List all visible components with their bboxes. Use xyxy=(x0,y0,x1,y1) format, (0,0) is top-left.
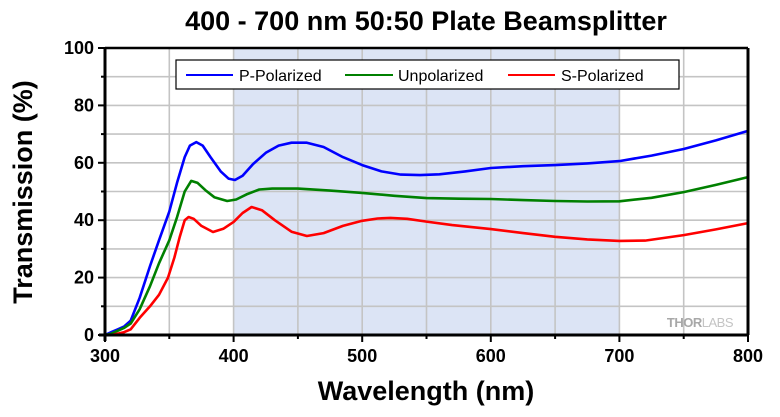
grid xyxy=(105,48,748,335)
series-layer xyxy=(104,129,749,337)
legend-label-unpolarized: Unpolarized xyxy=(398,68,483,85)
legend-box xyxy=(175,59,680,90)
series-line-s-polarized xyxy=(105,205,749,337)
watermark-light: LABS xyxy=(702,315,734,330)
svg-text:THORLABS: THORLABS xyxy=(667,315,734,330)
y-tick-label: 20 xyxy=(74,268,94,288)
x-tick-label: 400 xyxy=(219,346,249,366)
y-tick-label: 40 xyxy=(74,210,94,230)
x-tick-label: 500 xyxy=(347,346,377,366)
chart-title: 400 - 700 nm 50:50 Plate Beamsplitter xyxy=(185,6,667,36)
series-line-unpolarized xyxy=(104,175,749,337)
x-tick-label: 700 xyxy=(604,346,634,366)
y-tick-label: 60 xyxy=(74,153,94,173)
x-tick-label: 800 xyxy=(733,346,763,366)
y-tick-label: 0 xyxy=(84,325,94,345)
y-tick-label: 100 xyxy=(64,38,94,58)
y-axis-label: Transmission (%) xyxy=(8,80,38,304)
ticks: 300 400 500 600 700 800 0 20 40 60 80 100 xyxy=(64,38,763,366)
y-tick-label: 80 xyxy=(74,95,94,115)
thorlabs-watermark: THORLABS xyxy=(667,315,734,330)
legend-label-s-polarized: S-Polarized xyxy=(561,68,644,85)
x-tick-label: 600 xyxy=(476,346,506,366)
legend: P-Polarized Unpolarized S-Polarized xyxy=(175,59,680,90)
series-line-p-polarized xyxy=(104,129,749,337)
watermark-bold: THOR xyxy=(667,315,703,330)
legend-label-p-polarized: P-Polarized xyxy=(239,68,322,85)
plot-frame xyxy=(99,46,750,341)
x-tick-label: 300 xyxy=(90,346,120,366)
x-axis-label: Wavelength (nm) xyxy=(318,376,535,406)
